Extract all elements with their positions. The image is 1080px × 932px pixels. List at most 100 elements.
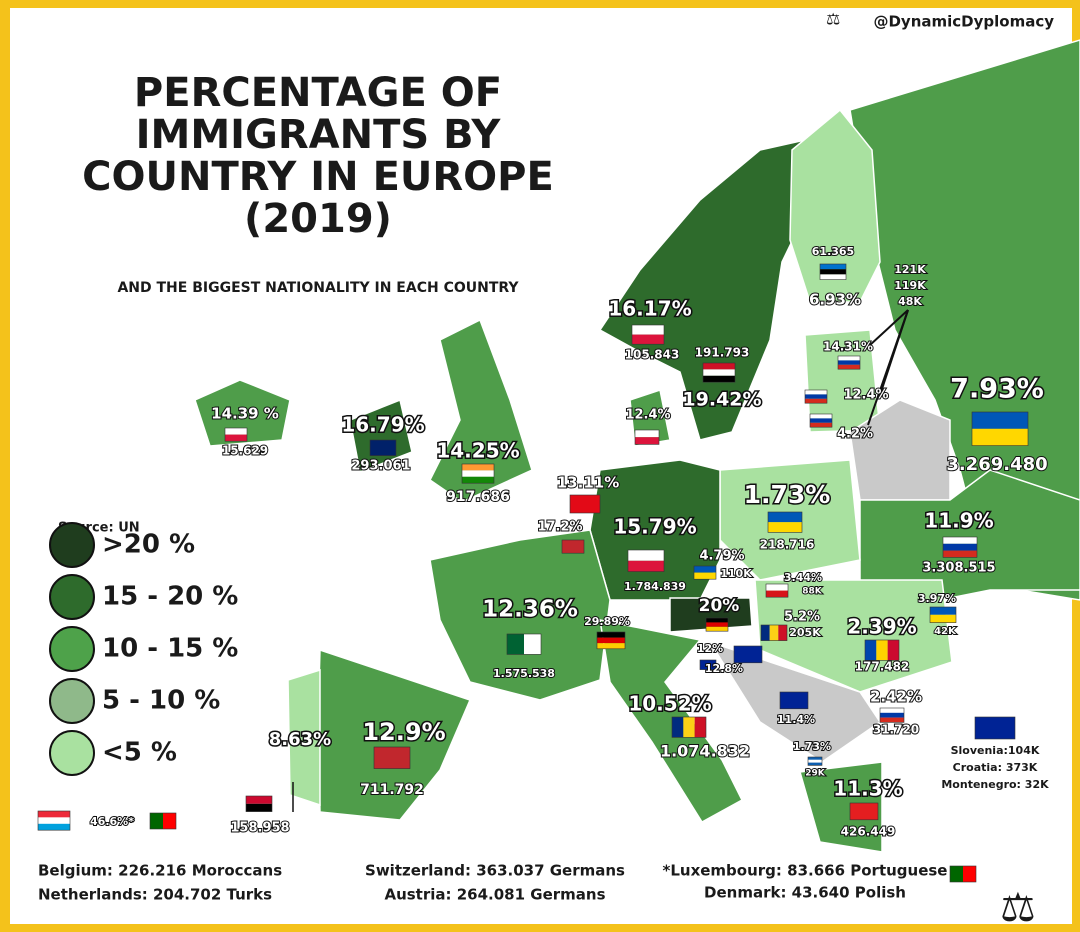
pointer-line <box>867 309 909 426</box>
flag <box>820 274 846 280</box>
flag <box>694 572 716 580</box>
flag <box>694 566 716 573</box>
baltic-count: 121K <box>894 263 926 276</box>
country-count: 31.720 <box>873 723 919 737</box>
italy <box>599 619 743 823</box>
flag <box>943 537 977 544</box>
country-percentage: 11.4% <box>777 713 815 726</box>
footer-note: Switzerland: 363.037 Germans <box>365 862 625 880</box>
flag <box>880 712 904 718</box>
flag <box>943 550 977 558</box>
flag-border <box>974 716 1016 740</box>
country-count: 42K <box>934 626 957 637</box>
country-percentage: 11.3% <box>833 777 902 801</box>
flag <box>950 866 963 882</box>
flag <box>374 747 410 769</box>
legend-label: 5 - 10 % <box>102 686 220 716</box>
country-percentage: 12.4% <box>843 388 888 403</box>
country-count: 293.061 <box>351 459 410 474</box>
flag <box>808 762 822 766</box>
flag-border <box>767 511 803 533</box>
flag <box>930 607 956 615</box>
legend-swatch <box>49 730 95 776</box>
legend-swatch <box>49 574 95 620</box>
country-percentage: 7.93% <box>950 374 1044 405</box>
title-line: PERCENTAGE OF <box>134 70 502 116</box>
flag-border <box>837 355 861 370</box>
flag <box>462 464 494 471</box>
flag <box>628 560 664 572</box>
united-kingdom <box>429 318 533 503</box>
flag-border <box>596 631 626 650</box>
flag-border <box>369 439 397 456</box>
country-count: 29K <box>805 769 826 779</box>
footer-note: Netherlands: 204.702 Turks <box>38 886 272 904</box>
flag-border <box>760 624 788 641</box>
flag <box>246 796 272 804</box>
flag-border <box>929 606 957 623</box>
country-percentage: 12% <box>697 642 723 655</box>
flag-border <box>561 539 585 554</box>
flag <box>225 434 247 442</box>
flag <box>628 550 664 561</box>
flag-border <box>942 536 978 558</box>
country-percentage: 19.42% <box>682 389 761 411</box>
flag <box>805 394 827 399</box>
flag <box>462 476 494 484</box>
flag-border <box>971 411 1029 446</box>
flag-border <box>699 659 717 670</box>
handle: @DynamicDyplomacy <box>873 13 1054 31</box>
flag-border <box>819 263 847 280</box>
country-percentage: 3.97% <box>918 592 956 605</box>
flag <box>865 640 877 661</box>
country-percentage: 2.39% <box>847 615 916 639</box>
flag <box>683 717 695 738</box>
flag <box>163 813 176 829</box>
belarus <box>849 399 951 501</box>
country-percentage: 12.9% <box>362 718 445 746</box>
flag <box>562 540 584 554</box>
flag <box>766 584 788 591</box>
country-count: 15.629 <box>222 444 268 458</box>
flag <box>943 543 977 551</box>
flag <box>766 590 788 598</box>
country-percentage: 15.79% <box>613 515 696 539</box>
flag <box>768 522 802 533</box>
legend-label: 10 - 15 % <box>102 634 238 664</box>
subtitle: AND THE BIGGEST NATIONALITY IN EACH COUN… <box>117 280 519 296</box>
flag <box>838 364 860 370</box>
flag <box>370 440 396 456</box>
country-percentage: 11.9% <box>924 509 993 533</box>
country-count: 711.792 <box>360 782 424 798</box>
country-percentage: 16.79% <box>341 413 424 437</box>
flag <box>972 428 1028 446</box>
flag <box>462 470 494 477</box>
flag-border <box>765 583 789 598</box>
flag-border <box>702 362 736 383</box>
flag <box>706 622 728 627</box>
legend-label: <5 % <box>102 738 177 768</box>
balkan-note: Montenegro: 32K <box>941 778 1049 791</box>
flag <box>734 646 762 663</box>
footer-note: Denmark: 43.640 Polish <box>704 884 906 902</box>
legend-label: 15 - 20 % <box>102 582 238 612</box>
footer-note: *Luxembourg: 83.666 Portuguese <box>663 862 948 880</box>
country-percentage: 6.93% <box>809 291 861 309</box>
flag <box>820 264 846 270</box>
map <box>194 39 1080 853</box>
country-count: 110K <box>720 567 752 580</box>
ireland <box>349 398 413 474</box>
flag <box>700 660 716 670</box>
flag <box>38 823 70 831</box>
country-count: 88K <box>802 587 823 597</box>
flag-border <box>804 389 828 404</box>
country-percentage: 4.2% <box>837 427 873 442</box>
flag-border <box>671 716 707 738</box>
balkan-note: Croatia: 373K <box>953 761 1038 774</box>
footer-note: Belgium: 226.216 Moroccans <box>38 862 282 880</box>
country-percentage: 29.89% <box>584 615 630 628</box>
footer-note: Austria: 264.081 Germans <box>384 886 605 904</box>
flag-border <box>373 746 411 769</box>
